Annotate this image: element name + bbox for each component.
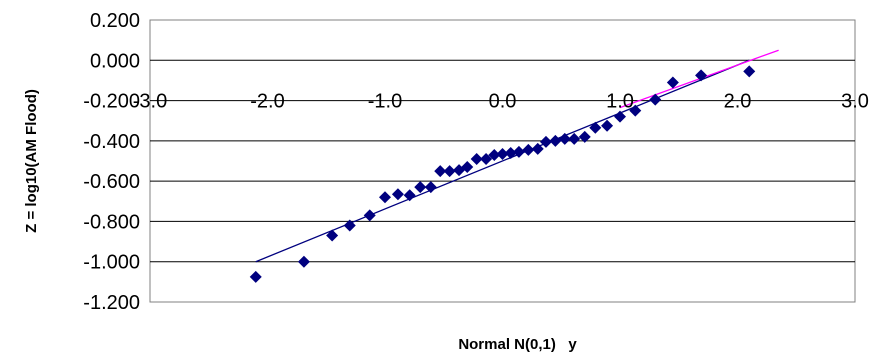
data-point [649,93,662,106]
x-tick-label: 1.0 [606,91,634,113]
data-point [614,110,626,123]
x-tick-label: -2.0 [250,91,284,113]
data-point [363,209,376,222]
plot-area [149,19,856,303]
y-tick-label: -0.400 [83,131,140,153]
data-point [379,191,391,204]
data-point [539,135,552,148]
gridlines [150,59,855,263]
data-point [461,161,474,174]
x-tick-label: -1.0 [368,91,402,113]
y-tick-label: -1.000 [83,252,140,274]
data-point [504,146,517,159]
x-tick-label: 3.0 [841,91,869,113]
data-point [666,76,679,89]
data-point [531,142,544,155]
data-point [568,132,581,145]
y-tick-label: -1.200 [83,292,140,314]
data-point [589,121,602,134]
y-tick-label: -0.200 [83,91,140,113]
fit-line [255,59,750,263]
x-tick-label: -3.0 [133,91,167,113]
data-point [297,255,310,268]
data-point [434,165,447,178]
y-tick-label: -0.600 [83,171,140,193]
data-point [414,181,427,194]
data-point [695,69,708,82]
data-point [424,181,437,194]
data-point [522,143,535,156]
x-axis-tick-labels: -3.0 -2.0 -1.0 0.0 1.0 2.0 3.0 [133,91,869,113]
x-axis-title: Normal N(0,1) y [458,336,577,353]
data-point [480,152,493,165]
data-point [391,188,404,201]
data-point [403,189,416,202]
data-point [743,65,756,78]
y-tick-label: 0.200 [90,10,140,32]
x-tick-label: 0.0 [489,91,517,113]
data-point [326,229,339,242]
data-point [496,147,509,160]
data-point [512,145,525,158]
data-point [629,104,642,117]
data-point [578,130,591,143]
y-tick-label: -0.800 [83,211,140,233]
data-point [488,148,501,161]
data-point [470,152,483,165]
y-axis-tick-labels: 0.200 0.000 -0.200 -0.400 -0.600 -0.800 -1.000… [83,10,140,314]
y-axis-title: Z = log10(AM Flood) [23,89,40,233]
data-point [249,270,262,283]
data-point [343,219,356,232]
y-tick-label: 0.000 [90,50,140,72]
data-point [558,132,571,145]
data-point [601,119,614,132]
x-tick-label: 2.0 [724,91,752,113]
plot-frame [149,19,856,303]
data-point [443,165,456,178]
data-points [249,65,756,283]
data-point [549,134,562,147]
